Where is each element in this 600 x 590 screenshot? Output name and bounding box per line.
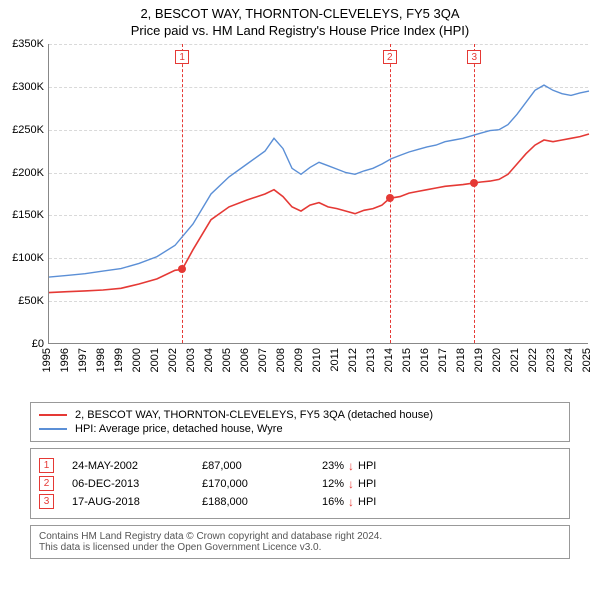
event-diff-vs: HPI [358,496,376,508]
series-line-hpi [49,85,589,277]
event-row: 1 24-MAY-2002£87,00023% ↓ HPI [39,458,561,473]
x-tick-label: 2016 [419,348,433,372]
legend-row: HPI: Average price, detached house, Wyre [39,423,561,435]
footer-line2: This data is licensed under the Open Gov… [39,542,561,553]
x-tick-label: 2014 [383,348,397,372]
series-svg [49,44,589,344]
x-tick-label: 1998 [95,348,109,372]
event-row: 3 17-AUG-2018£188,00016% ↓ HPI [39,494,561,509]
event-date: 06-DEC-2013 [72,478,202,490]
arrow-down-icon: ↓ [348,477,354,491]
x-tick-label: 2002 [167,348,181,372]
x-tick-label: 2010 [311,348,325,372]
event-diff: 16% ↓ HPI [322,495,376,509]
event-price: £87,000 [202,460,322,472]
legend: 2, BESCOT WAY, THORNTON-CLEVELEYS, FY5 3… [30,402,570,442]
x-tick-label: 2012 [347,348,361,372]
legend-label: HPI: Average price, detached house, Wyre [75,423,283,435]
event-diff-pct: 12% [322,478,344,490]
x-tick-label: 2021 [509,348,523,372]
event-diff: 12% ↓ HPI [322,477,376,491]
x-tick-label: 2005 [221,348,235,372]
event-diff: 23% ↓ HPI [322,459,376,473]
event-price: £170,000 [202,478,322,490]
x-tick-label: 2022 [527,348,541,372]
arrow-down-icon: ↓ [348,459,354,473]
title-address: 2, BESCOT WAY, THORNTON-CLEVELEYS, FY5 3… [0,6,600,21]
title-subtitle: Price paid vs. HM Land Registry's House … [0,23,600,38]
x-tick-label: 1997 [77,348,91,372]
x-tick-label: 2008 [275,348,289,372]
series-line-property [49,134,589,293]
x-tick-label: 2011 [329,348,343,372]
x-tick-label: 1999 [113,348,127,372]
x-tick-label: 2017 [437,348,451,372]
plot-area: 123 [48,44,588,344]
x-tick-label: 2001 [149,348,163,372]
x-tick-label: 2013 [365,348,379,372]
x-tick-label: 2019 [473,348,487,372]
footer-attribution: Contains HM Land Registry data © Crown c… [30,525,570,559]
event-number-box: 3 [39,494,54,509]
event-date: 17-AUG-2018 [72,496,202,508]
x-tick-label: 2007 [257,348,271,372]
y-axis: £350K£300K£250K£200K£150K£100K£50K£0 [0,44,48,344]
x-tick-label: 2003 [185,348,199,372]
legend-swatch [39,428,67,430]
x-tick-label: 2004 [203,348,217,372]
x-tick-label: 2025 [581,348,595,372]
arrow-down-icon: ↓ [348,495,354,509]
x-tick-label: 1995 [41,348,55,372]
x-tick-label: 2000 [131,348,145,372]
event-diff-pct: 16% [322,496,344,508]
footer-line1: Contains HM Land Registry data © Crown c… [39,531,561,542]
title-block: 2, BESCOT WAY, THORNTON-CLEVELEYS, FY5 3… [0,0,600,38]
event-number-box: 2 [39,476,54,491]
legend-row: 2, BESCOT WAY, THORNTON-CLEVELEYS, FY5 3… [39,409,561,421]
event-date: 24-MAY-2002 [72,460,202,472]
x-tick-label: 1996 [59,348,73,372]
legend-swatch [39,414,67,416]
legend-label: 2, BESCOT WAY, THORNTON-CLEVELEYS, FY5 3… [75,409,433,421]
x-tick-label: 2020 [491,348,505,372]
event-row: 2 06-DEC-2013£170,00012% ↓ HPI [39,476,561,491]
x-tick-label: 2023 [545,348,559,372]
event-diff-vs: HPI [358,478,376,490]
event-diff-pct: 23% [322,460,344,472]
chart: £350K£300K£250K£200K£150K£100K£50K£0123 1… [0,44,600,394]
events-table: 1 24-MAY-2002£87,00023% ↓ HPI 2 06-DEC-2013£1… [30,448,570,519]
x-tick-label: 2015 [401,348,415,372]
x-tick-label: 2024 [563,348,577,372]
x-tick-label: 2009 [293,348,307,372]
event-price: £188,000 [202,496,322,508]
event-diff-vs: HPI [358,460,376,472]
event-number-box: 1 [39,458,54,473]
x-tick-label: 2018 [455,348,469,372]
x-tick-label: 2006 [239,348,253,372]
